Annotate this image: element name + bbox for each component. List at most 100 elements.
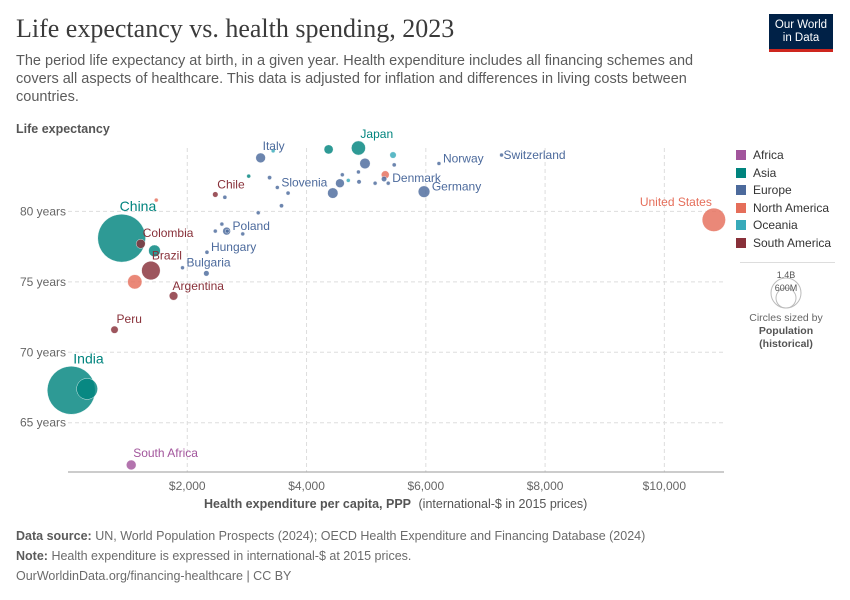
legend-item-asia[interactable]: Asia (736, 166, 776, 180)
point-australia[interactable] (389, 151, 397, 159)
point-portugal[interactable] (285, 190, 291, 196)
point-croatia[interactable] (213, 228, 218, 234)
size-legend-small-label: 600M (775, 283, 798, 293)
legend-item-south-america[interactable]: South America (736, 236, 831, 250)
point-turkey[interactable] (148, 244, 161, 257)
point-switzerland[interactable] (499, 152, 504, 158)
size-legend-small-circle (775, 287, 797, 309)
footer-source-text: UN, World Population Prospects (2024); O… (95, 529, 646, 543)
axis-ticks: 65 years 70 years 75 years 80 years $2,000 $4… (20, 204, 724, 493)
legend-item-north-america[interactable]: North America (736, 201, 829, 215)
point-label: Argentina (173, 279, 225, 293)
point-peru[interactable] (110, 325, 119, 334)
y-tick-label: 65 years (20, 416, 66, 430)
point-south-korea[interactable] (323, 144, 334, 155)
legend-swatch (736, 167, 746, 178)
size-legend: 1.4B 600M Circles sized by Population (h… (740, 262, 835, 368)
point-costa-rica[interactable] (154, 197, 159, 203)
data-points[interactable] (47, 140, 726, 471)
point-label: China (120, 198, 157, 214)
point-label: Germany (432, 180, 481, 194)
point-chile2[interactable] (267, 175, 272, 180)
point-germany[interactable] (418, 185, 431, 198)
legend-item-oceania[interactable]: Oceania (736, 218, 798, 232)
grid-lines (68, 148, 724, 472)
chart-subtitle: The period life expectancy at birth, in … (16, 53, 694, 105)
x-tick-label: $4,000 (288, 479, 325, 493)
point-colombia[interactable] (135, 239, 146, 249)
legend-swatch (736, 202, 746, 213)
point-chile[interactable] (212, 191, 219, 198)
point-united-kingdom[interactable] (327, 187, 339, 199)
point-hungary[interactable] (204, 250, 210, 255)
point-south-africa[interactable] (126, 459, 137, 471)
size-legend-graphic: 1.4B 600M Circles sized by Population (h… (749, 270, 823, 350)
x-tick-label: $8,000 (527, 479, 564, 493)
footer-note-label: Note: (16, 549, 48, 563)
point-label: Italy (263, 139, 285, 153)
point-estonia[interactable] (256, 210, 261, 216)
point-label: Switzerland (504, 148, 566, 162)
legend-swatch (736, 237, 746, 248)
point-new-zealand[interactable] (346, 178, 351, 183)
legend-item-europe[interactable]: Europe (736, 183, 792, 197)
point-ireland[interactable] (356, 169, 361, 175)
point-norway[interactable] (436, 161, 442, 166)
point-israel[interactable] (246, 173, 251, 179)
x-tick-label: $6,000 (407, 479, 444, 493)
legend-label: Europe (753, 183, 792, 197)
point-label: Poland (233, 219, 270, 233)
point-china[interactable] (97, 214, 146, 263)
footer-source: Data source: UN, World Population Prospe… (16, 529, 645, 543)
point-label: Brazil (152, 248, 182, 262)
y-tick-label: 80 years (20, 204, 66, 218)
point-label: Japan (360, 127, 393, 141)
legend-label: South America (753, 235, 832, 250)
point-japan[interactable] (351, 140, 366, 156)
point-label: Peru (117, 312, 142, 326)
legend-swatch (736, 220, 746, 230)
point-label: India (73, 350, 104, 366)
point-indonesia[interactable] (76, 378, 98, 400)
size-legend-title: Circles sized by (749, 312, 823, 324)
point-france[interactable] (359, 158, 371, 169)
x-tick-label: $2,000 (169, 479, 206, 493)
point-romania[interactable] (203, 270, 210, 277)
point-greece[interactable] (222, 195, 228, 200)
point-label: Bulgaria (187, 256, 231, 270)
point-netherlands[interactable] (381, 176, 387, 182)
owid-logo[interactable]: Our World in Data (769, 14, 833, 52)
point-cyprus[interactable] (270, 148, 276, 154)
point-label: Norway (443, 151, 484, 165)
point-spain[interactable] (335, 178, 345, 188)
size-legend-variable-1: Population (759, 325, 813, 337)
point-brazil[interactable] (141, 261, 161, 281)
point-slovakia[interactable] (219, 221, 225, 227)
point-czechia[interactable] (279, 203, 284, 209)
point-sweden[interactable] (392, 162, 397, 168)
point-latvia[interactable] (240, 231, 245, 237)
point-finland[interactable] (340, 172, 345, 177)
point-united-states[interactable] (701, 207, 726, 232)
point-label: Colombia (143, 226, 194, 240)
point-austria[interactable] (372, 181, 378, 186)
x-axis-label-bold: Health expenditure per capita, PPP (204, 497, 411, 511)
point-argentina[interactable] (169, 291, 179, 301)
point-denmark[interactable] (386, 181, 391, 186)
point-italy[interactable] (255, 152, 266, 163)
legend-item-africa[interactable]: Africa (736, 148, 784, 162)
point-slovenia[interactable] (275, 185, 280, 190)
point-lithuania[interactable] (225, 228, 230, 234)
footer-url[interactable]: OurWorldinData.org/financing-healthcare … (16, 569, 292, 583)
point-mexico[interactable] (127, 274, 143, 290)
footer-source-label: Data source: (16, 529, 92, 543)
point-label: Denmark (392, 171, 442, 185)
size-legend-variable-2: (historical) (759, 338, 813, 350)
point-label: Chile (217, 178, 245, 192)
logo-line-1: Our World (774, 19, 828, 31)
point-bulgaria[interactable] (180, 265, 185, 270)
point-label: Slovenia (281, 175, 327, 189)
point-label: United States (640, 195, 712, 209)
point-belgium[interactable] (356, 179, 362, 185)
